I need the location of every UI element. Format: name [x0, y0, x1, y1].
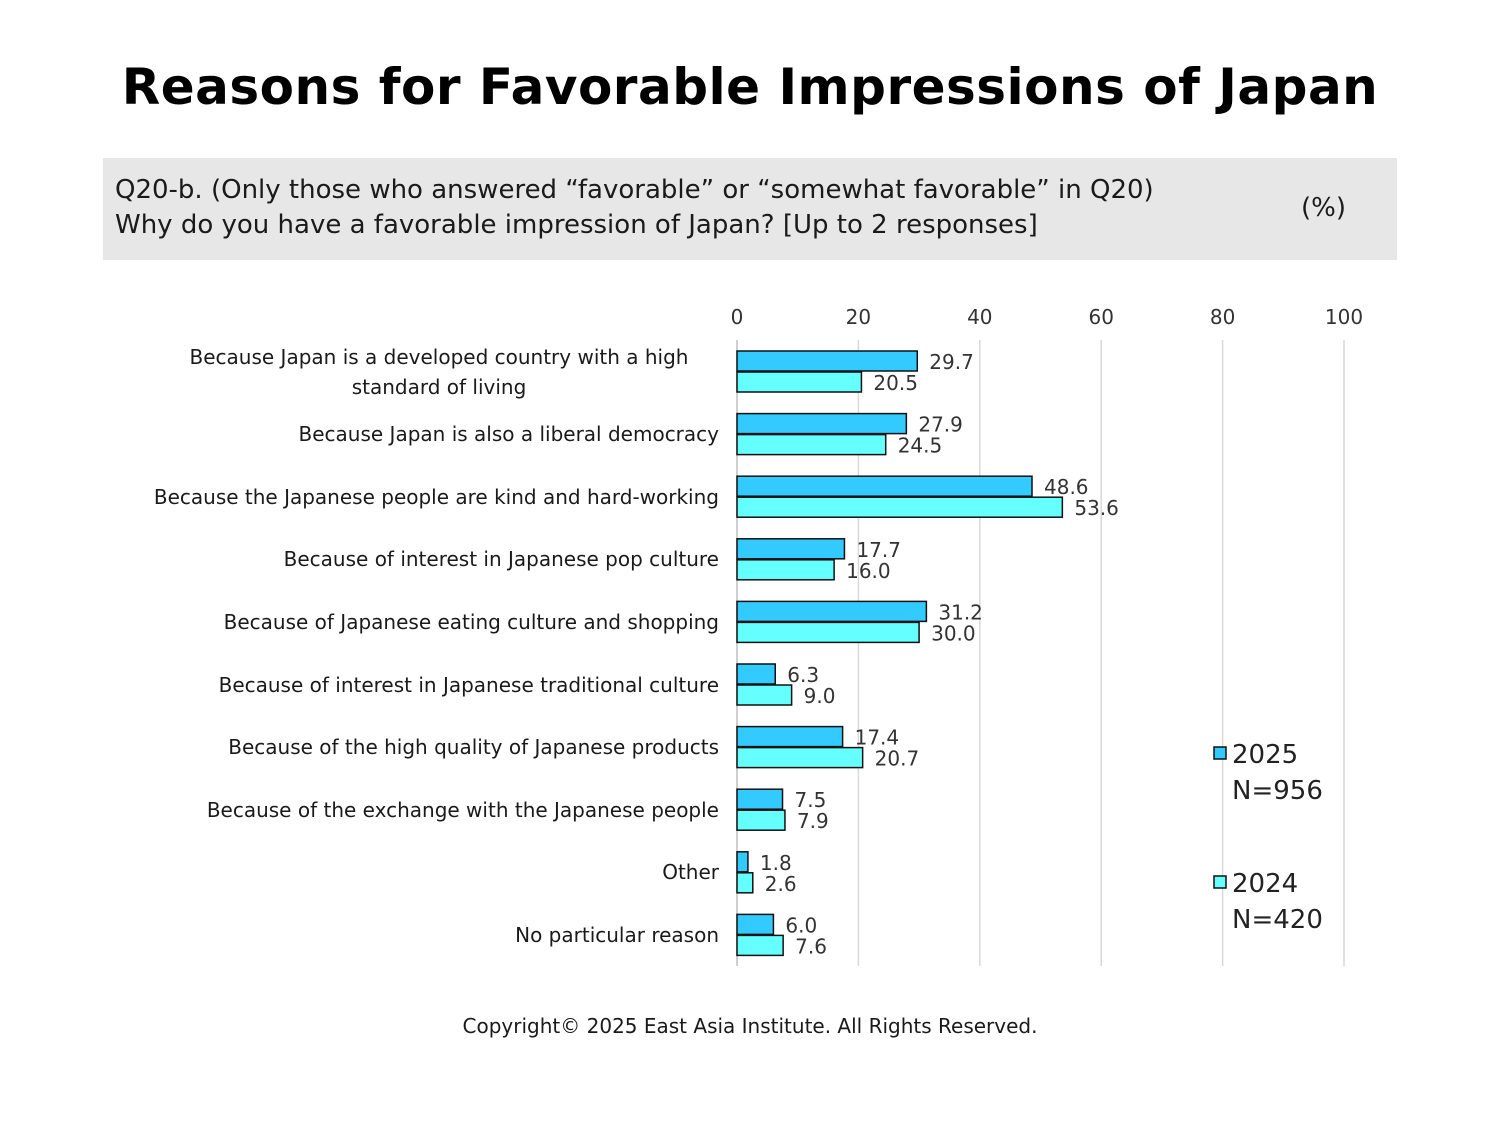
data-label-2025: 17.7	[856, 538, 901, 562]
x-axis-ticks: 0 20 40 60 80 100	[731, 305, 1363, 329]
x-tick-label: 60	[1088, 305, 1113, 329]
copyright-text: Copyright© 2025 East Asia Institute. All…	[462, 1014, 1038, 1038]
bar-2024	[736, 559, 835, 581]
bar-2024	[736, 496, 1064, 518]
data-label-2024: 24.5	[898, 434, 943, 458]
question-box: Q20-b. (Only those who answered “favorab…	[103, 158, 1397, 260]
data-label-2024: 53.6	[1074, 496, 1119, 520]
legend-label-2024: 2024	[1232, 869, 1298, 899]
data-label-2025: 6.3	[787, 663, 819, 687]
category-label: Because Japan is a developed country wit…	[189, 344, 689, 399]
bars	[736, 350, 1064, 957]
data-label-2025: 17.4	[855, 726, 900, 750]
bar-2024	[736, 872, 754, 894]
legend-label-2025: 2025	[1232, 740, 1298, 770]
bar-2024	[736, 809, 786, 831]
x-tick-label: 40	[967, 305, 992, 329]
question-line-1: Q20-b. (Only those who answered “favorab…	[115, 175, 1154, 205]
bar-2025	[736, 725, 844, 748]
bar-chart: 0 20 40 60 80 100 29.7 20.527.924.5 48.653.6 17.…	[731, 305, 1363, 966]
x-tick-label: 0	[731, 305, 744, 329]
bar-2025	[736, 475, 1033, 497]
category-label: Because of Japanese eating culture and s…	[223, 609, 719, 634]
data-label-2025: 27.9	[918, 413, 963, 437]
data-label-2024: 7.6	[795, 934, 827, 958]
category-label: Because of the exchange with the Japanes…	[206, 797, 719, 822]
category-label: Because of interest in Japanese pop cult…	[283, 547, 719, 572]
data-label-2024: 16.0	[846, 559, 891, 583]
bar-2025	[736, 788, 784, 810]
legend-swatch-2025	[1213, 746, 1227, 760]
category-label: Because Japan is also a liberal democrac…	[298, 422, 719, 447]
question-line-2: Why do you have a favorable impression o…	[115, 210, 1038, 240]
bar-2025	[736, 913, 775, 936]
category-label: Because of interest in Japanese traditio…	[218, 672, 719, 697]
bar-2025	[736, 600, 928, 623]
data-label-2024: 2.6	[765, 872, 797, 896]
bar-2024	[736, 746, 864, 769]
bar-2024	[736, 433, 887, 456]
x-tick-label: 20	[846, 305, 871, 329]
data-label-2025: 7.5	[795, 788, 827, 812]
data-label-2024: 30.0	[931, 621, 976, 645]
data-label-2025: 6.0	[785, 913, 817, 937]
x-tick-label: 100	[1325, 305, 1363, 329]
data-label-2025: 29.7	[929, 350, 974, 374]
data-label-2025: 48.6	[1044, 475, 1089, 499]
bar-2025	[736, 663, 776, 685]
category-label: Other	[662, 860, 719, 885]
data-label-2024: 7.9	[797, 809, 829, 833]
data-label-2025: 31.2	[938, 600, 983, 624]
data-label-2024: 20.7	[875, 747, 920, 771]
legend-sample-2025: N=956	[1232, 776, 1323, 806]
page-title: Reasons for Favorable Impressions of Jap…	[121, 58, 1379, 116]
bar-2025	[736, 538, 846, 560]
data-label-2024: 20.5	[873, 371, 918, 395]
category-label: Because the Japanese people are kind and…	[153, 484, 719, 509]
bar-2025	[736, 412, 908, 435]
x-tick-label: 80	[1210, 305, 1235, 329]
legend: 2025 N=956 2024 N=420	[1213, 740, 1323, 935]
category-label: No particular reason	[515, 922, 719, 947]
legend-sample-2024: N=420	[1232, 905, 1323, 935]
category-label: Because of the high quality of Japanese …	[228, 735, 719, 760]
data-label-2025: 1.8	[760, 851, 792, 875]
unit-label: (%)	[1301, 193, 1346, 223]
bar-2024	[736, 684, 793, 706]
bar-2024	[736, 371, 863, 393]
legend-swatch-2024	[1213, 875, 1227, 889]
bar-2025	[736, 350, 919, 372]
bar-2025	[736, 851, 749, 873]
data-label-2024: 9.0	[804, 684, 836, 708]
data-labels: 29.7 20.527.924.5 48.653.6 17.716.0 31.230.0…	[760, 350, 1119, 958]
bar-2024	[736, 621, 920, 644]
bar-2024	[736, 934, 784, 957]
